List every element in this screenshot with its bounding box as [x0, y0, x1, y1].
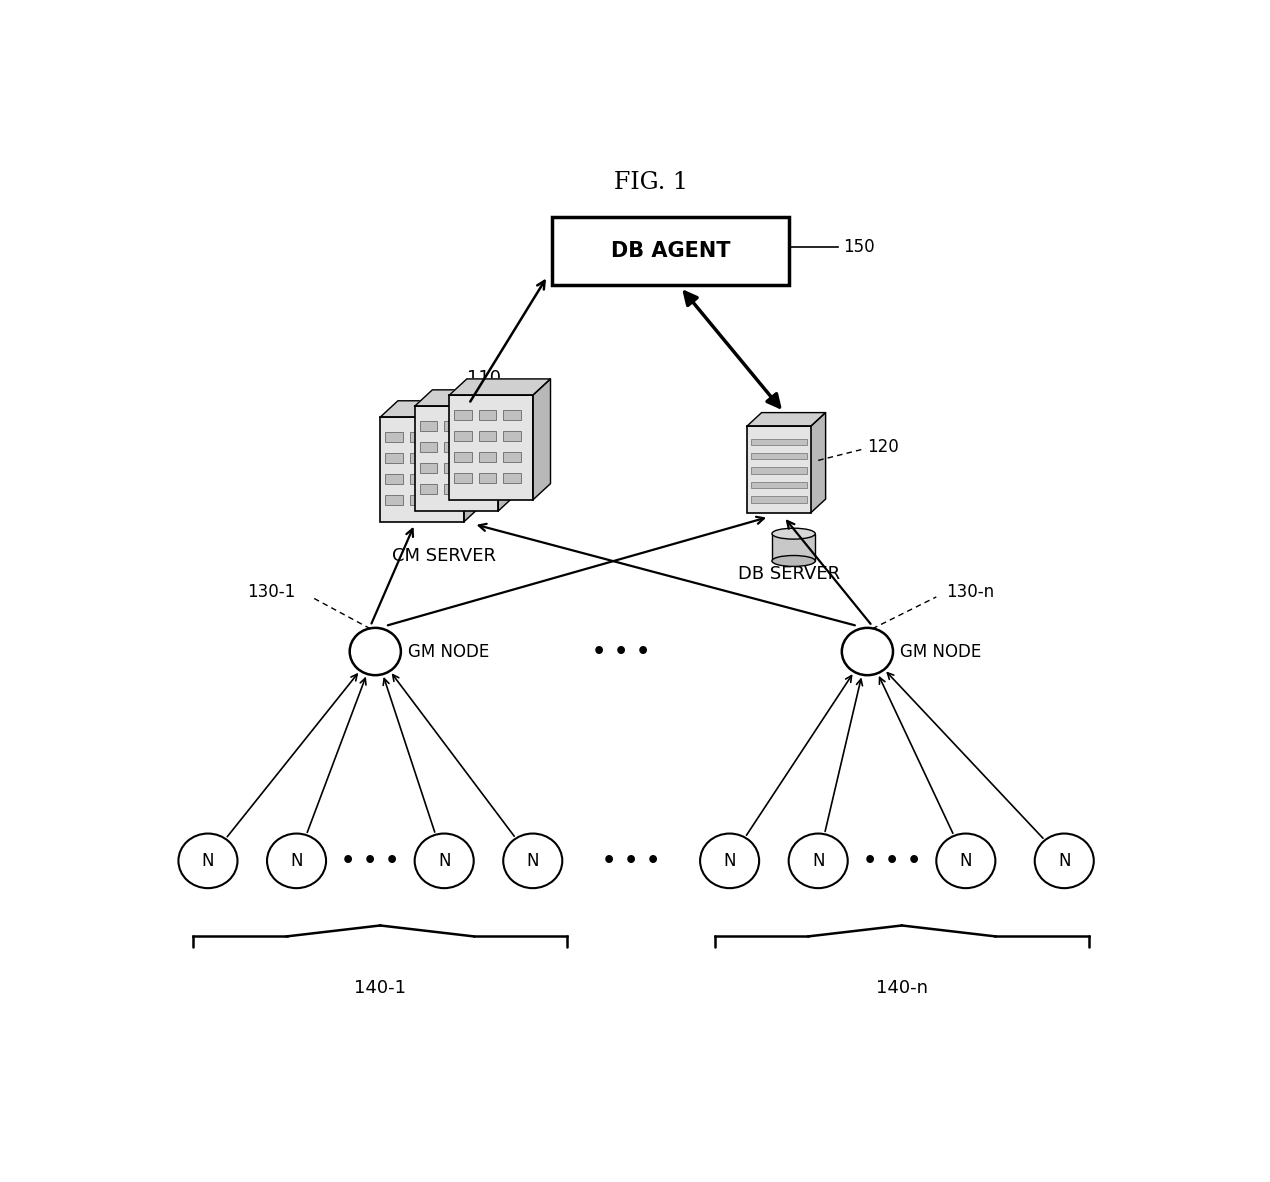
Bar — [385, 453, 403, 463]
Circle shape — [414, 833, 474, 888]
Text: N: N — [438, 852, 451, 870]
Bar — [772, 533, 815, 561]
Bar — [419, 442, 437, 453]
Text: CM SERVER: CM SERVER — [392, 547, 497, 565]
Polygon shape — [414, 390, 516, 407]
Circle shape — [842, 628, 893, 675]
Bar — [455, 410, 471, 421]
Bar — [479, 431, 497, 441]
Bar — [434, 494, 452, 505]
Bar — [455, 431, 471, 441]
Bar — [434, 431, 452, 442]
Bar — [552, 217, 789, 285]
Bar — [503, 452, 521, 462]
Bar — [410, 494, 428, 505]
Text: 130-1: 130-1 — [248, 584, 296, 602]
Bar — [747, 427, 810, 513]
Bar — [479, 452, 497, 462]
Bar — [751, 467, 806, 474]
Bar — [455, 473, 471, 483]
Polygon shape — [810, 413, 826, 513]
Bar — [455, 452, 471, 462]
Bar — [419, 463, 437, 473]
Bar — [444, 442, 462, 453]
Bar — [380, 417, 464, 521]
Text: N: N — [291, 852, 302, 870]
Circle shape — [178, 833, 237, 888]
Text: 110: 110 — [466, 370, 500, 388]
Bar — [469, 442, 486, 453]
Bar — [410, 474, 428, 485]
Text: 150: 150 — [843, 238, 875, 255]
Bar — [751, 439, 806, 444]
Text: • • •: • • • — [862, 851, 921, 871]
Text: DB SERVER: DB SERVER — [738, 565, 839, 583]
Bar — [434, 474, 452, 485]
Circle shape — [789, 833, 848, 888]
Text: N: N — [724, 852, 735, 870]
Bar — [444, 421, 462, 431]
Bar — [419, 483, 437, 494]
Text: 120: 120 — [867, 437, 899, 456]
Bar — [469, 463, 486, 473]
Bar — [503, 431, 521, 441]
Text: • • •: • • • — [592, 642, 650, 662]
Bar — [410, 453, 428, 463]
Bar — [479, 473, 497, 483]
Polygon shape — [450, 379, 550, 395]
Polygon shape — [464, 401, 481, 521]
Circle shape — [267, 833, 326, 888]
Bar — [414, 407, 498, 511]
Text: GM NODE: GM NODE — [408, 643, 489, 661]
Circle shape — [700, 833, 759, 888]
Bar — [385, 431, 403, 442]
Bar — [434, 453, 452, 463]
Bar — [444, 463, 462, 473]
Ellipse shape — [772, 556, 815, 566]
Circle shape — [936, 833, 996, 888]
Polygon shape — [498, 390, 516, 511]
Bar — [385, 474, 403, 485]
Bar — [503, 410, 521, 421]
Text: N: N — [527, 852, 538, 870]
Circle shape — [349, 628, 401, 675]
Polygon shape — [380, 401, 481, 417]
Polygon shape — [533, 379, 550, 500]
Text: N: N — [202, 852, 215, 870]
Bar — [444, 483, 462, 494]
Text: GM NODE: GM NODE — [900, 643, 982, 661]
Polygon shape — [747, 413, 826, 427]
Text: N: N — [960, 852, 972, 870]
Bar — [751, 482, 806, 488]
Text: FIG. 1: FIG. 1 — [613, 171, 688, 194]
Bar — [450, 395, 533, 500]
Ellipse shape — [772, 528, 815, 539]
Text: • • •: • • • — [602, 851, 660, 871]
Bar — [751, 453, 806, 460]
Circle shape — [503, 833, 563, 888]
Text: 130-n: 130-n — [946, 584, 994, 602]
Bar — [503, 473, 521, 483]
Bar — [479, 410, 497, 421]
Text: • • •: • • • — [342, 851, 400, 871]
Text: N: N — [812, 852, 824, 870]
Text: DB AGENT: DB AGENT — [611, 241, 730, 261]
Bar — [469, 421, 486, 431]
Text: 140-n: 140-n — [876, 979, 928, 998]
Bar — [751, 496, 806, 502]
Bar — [469, 483, 486, 494]
Bar — [385, 494, 403, 505]
Text: N: N — [1058, 852, 1071, 870]
Bar — [419, 421, 437, 431]
Bar — [410, 431, 428, 442]
Circle shape — [1035, 833, 1093, 888]
Text: 140-1: 140-1 — [354, 979, 406, 998]
